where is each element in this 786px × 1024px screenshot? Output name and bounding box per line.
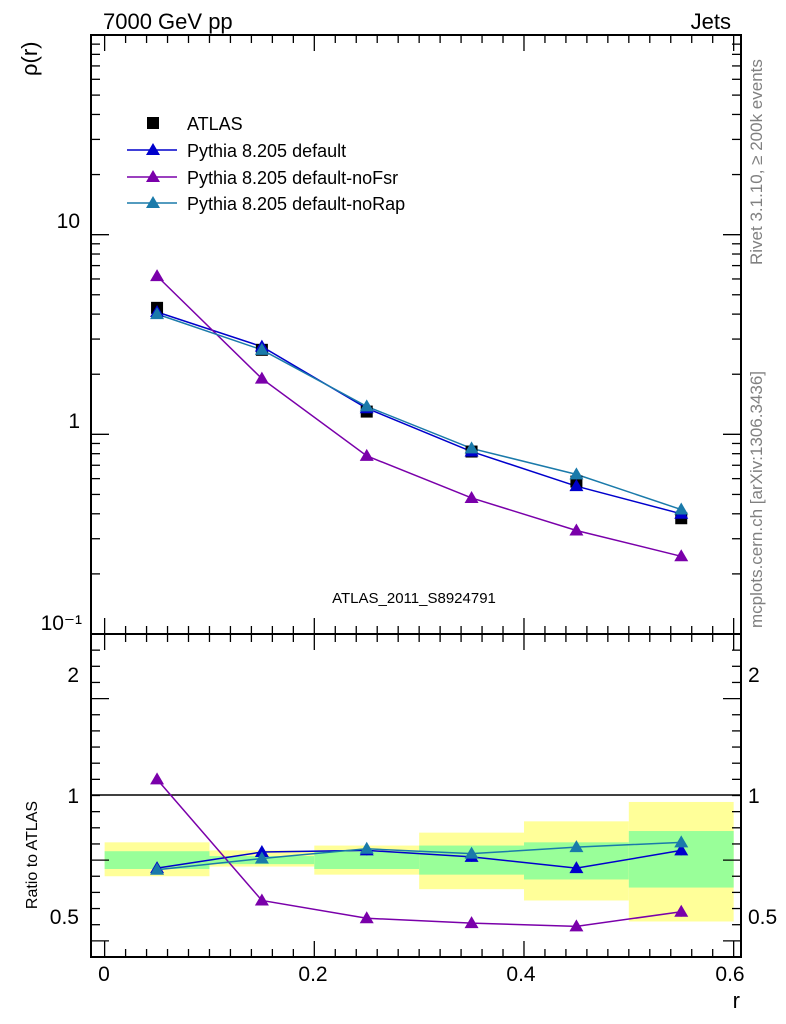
main-point-nofsr — [569, 523, 584, 536]
main-series-layer — [150, 269, 689, 562]
ratio-point-norap — [674, 835, 689, 848]
main-line-nofsr — [156, 275, 682, 558]
legend-label-nofsr: Pythia 8.205 default-noFsr — [187, 168, 398, 188]
ratio-y-tick-label-2: 2 — [67, 664, 79, 687]
ratio-y-tick-label-0p5-right: 0.5 — [748, 906, 777, 929]
ratio-y-tick-label-0p5: 0.5 — [50, 906, 79, 929]
main-point-nofsr — [150, 269, 165, 282]
ratio-point-norap — [150, 862, 165, 875]
ratio-point-nofsr — [359, 911, 374, 924]
ratio-line-nofsr — [156, 778, 682, 928]
rivet-label: Rivet 3.1.10, ≥ 200k events — [747, 59, 766, 265]
ratio-y-tick-label-1-right: 1 — [748, 785, 760, 808]
main-y-tick-label-10: 10 — [57, 210, 80, 233]
ratio-axis-ticks — [91, 633, 741, 958]
ratio-y-tick-label-1: 1 — [67, 785, 79, 808]
analysis-annotation: ATLAS_2011_S8924791 — [332, 590, 496, 607]
header-right-title: Jets — [691, 9, 731, 34]
legend-label-default: Pythia 8.205 default — [187, 141, 346, 161]
ratio-line-default — [156, 849, 682, 869]
ratio-point-norap — [359, 841, 374, 854]
legend-marker-norap — [146, 196, 160, 208]
legend-marker-nofsr — [146, 170, 160, 182]
ratio-point-nofsr — [254, 893, 269, 906]
x-axis-label: r — [733, 988, 740, 1013]
ratio-point-norap — [569, 840, 584, 853]
ratio-band-green — [314, 851, 420, 869]
legend-label-norap: Pythia 8.205 default-noRap — [187, 194, 405, 214]
main-point-norap — [254, 342, 269, 355]
x-tick-label-0p6: 0.6 — [715, 963, 744, 986]
main-point-norap — [359, 399, 374, 412]
x-tick-label-0p4: 0.4 — [506, 963, 536, 986]
main-y-axis-label: ρ(r) — [17, 42, 42, 77]
main-y-tick-labels: 10 1 10⁻¹ — [41, 210, 82, 635]
ratio-point-default — [569, 861, 584, 874]
legend-label-atlas: ATLAS — [187, 114, 243, 134]
ratio-y-tick-label-2-right: 2 — [748, 664, 760, 687]
main-point-nofsr — [359, 448, 374, 461]
main-line-default — [156, 311, 682, 515]
ratio-point-nofsr — [674, 904, 689, 917]
ratio-point-default — [674, 843, 689, 856]
header-left-title: 7000 GeV pp — [103, 9, 233, 34]
main-point-norap — [569, 467, 584, 480]
mcplots-label: mcplots.cern.ch [arXiv:1306.3436] — [747, 371, 766, 628]
main-y-tick-label-0p1: 10⁻¹ — [41, 612, 82, 635]
main-point-norap — [674, 502, 689, 515]
ratio-point-nofsr — [150, 772, 165, 785]
ratio-line-norap — [156, 841, 682, 871]
main-line-norap — [156, 313, 682, 511]
ratio-series-layer — [150, 772, 689, 932]
legend: ATLAS Pythia 8.205 default Pythia 8.205 … — [127, 114, 405, 214]
ratio-uncertainty-bands — [104, 801, 734, 922]
x-tick-label-0p2: 0.2 — [298, 963, 327, 986]
main-y-tick-label-1: 1 — [68, 410, 80, 433]
legend-marker-default — [146, 143, 160, 155]
main-panel: 10 1 10⁻¹ ρ(r) ATLAS_2011_S8924791 ATLAS… — [17, 34, 742, 635]
ratio-point-nofsr — [569, 919, 584, 932]
ratio-point-norap — [464, 846, 479, 859]
main-point-default — [569, 479, 584, 492]
legend-marker-atlas — [147, 117, 159, 129]
main-point-nofsr — [674, 549, 689, 562]
main-axis-ticks — [91, 35, 741, 635]
ratio-frame — [90, 633, 742, 958]
x-tick-label-0: 0 — [98, 963, 110, 986]
main-point-norap — [150, 307, 165, 320]
ratio-point-norap — [254, 851, 269, 864]
main-point-nofsr — [254, 371, 269, 384]
main-point-norap — [464, 441, 479, 454]
ratio-point-nofsr — [464, 916, 479, 929]
ratio-panel: 2 1 0.5 2 1 0.5 Ratio to ATLAS 0 0.2 0.4… — [24, 633, 777, 1013]
ratio-y-axis-label: Ratio to ATLAS — [24, 801, 41, 909]
ratio-point-default — [254, 845, 269, 858]
main-point-nofsr — [464, 490, 479, 503]
